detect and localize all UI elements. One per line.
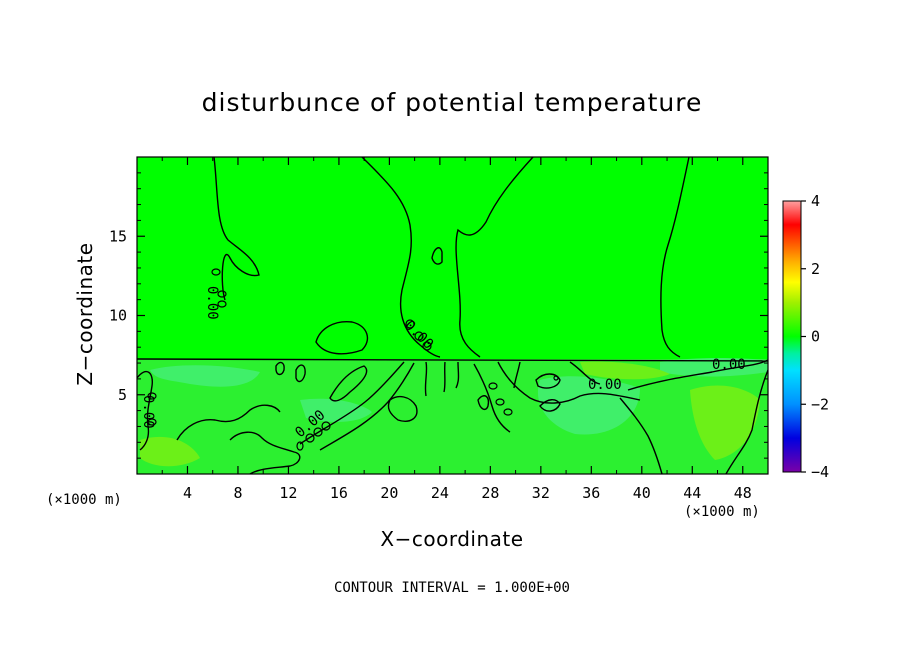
cool-patch [537,376,640,435]
contour-interval-note: CONTOUR INTERVAL = 1.000E+00 [334,580,570,596]
contour-loop [305,433,315,443]
warm-patch [140,436,200,467]
cool-patch [300,398,372,422]
x-axis-ticks: 4 8 12 16 20 24 28 32 36 40 44 48 [161,157,752,502]
contour-line [660,157,690,358]
contour-loop [321,421,331,431]
contour-line [137,358,768,362]
contour-loop [488,382,498,390]
contour-loop [313,427,323,437]
y-tick-label: 5 [118,386,127,404]
contour-loop [217,300,227,308]
contour-loop [495,398,505,406]
colorbar-tick-label: 4 [811,192,820,210]
x-tick-label: 44 [683,484,701,502]
contour-line [299,361,405,445]
y-tick-label: 10 [109,307,127,325]
contour-line [295,364,306,383]
x-tick-label: 36 [582,484,600,502]
x-tick-label: 24 [431,484,449,502]
x-axis-label: X−coordinate [380,527,523,551]
contour-line [627,359,768,391]
temperature-field [137,157,768,474]
contour-line [387,395,418,422]
contour-line [477,395,490,411]
contour-loop [405,319,415,329]
colorbar [782,200,802,473]
contour-line [725,369,768,474]
contour-line [619,397,663,474]
contour-loop [503,408,513,416]
contour-line [431,247,443,265]
warm-patch [580,361,670,380]
contour-line [497,361,641,404]
contour-line [213,157,260,301]
contour-loop [211,268,221,276]
contour-line [535,373,561,389]
x-tick-label: 16 [330,484,348,502]
contour-line [455,157,534,358]
contour-loop [217,290,227,298]
contour-line [513,361,521,389]
small-contour-loops [147,268,559,451]
contour-loop [553,375,559,381]
contour-line [455,361,460,389]
chart-title: disturbunce of potential temperature [202,88,703,117]
colorbar-tick-label: −4 [811,463,829,481]
contour-loop [422,341,432,351]
contour-loop [296,441,304,451]
contour-label: 0.00 [712,357,746,373]
y-axis-ticks: 5 10 15 [109,172,768,459]
contour-loop [414,331,424,341]
x-tick-label: 4 [183,484,192,502]
colorbar-ticks: −4 −2 0 2 4 [801,192,829,481]
cool-patch [660,358,768,377]
contour-line [443,361,446,393]
x-tick-label: 40 [633,484,651,502]
contour-line [176,404,281,441]
contour-line [569,361,601,385]
contour-lines [137,157,768,474]
warm-patch [690,385,760,460]
contour-line [229,431,301,474]
contour-loop [147,418,157,426]
contour-line [275,361,285,376]
contour-line [329,365,368,402]
contour-line [315,321,369,355]
x-tick-label: 32 [532,484,550,502]
x-tick-label: 20 [380,484,398,502]
x-tick-label: 28 [481,484,499,502]
x-tick-label: 48 [734,484,752,502]
colorbar-tick-label: −2 [811,395,829,413]
y-tick-label: 15 [109,227,127,245]
colorbar-tick-label: 2 [811,260,820,278]
contour-line [319,362,415,451]
y-axis-label: Z−coordinate [73,242,97,385]
x-unit-label-right: (×1000 m) [684,504,760,520]
contour-label: 0.00 [140,395,156,429]
colorbar-tick-label: 0 [811,328,820,346]
contour-line [473,363,511,433]
contour-label: 0.00 [588,377,622,393]
contour-line [424,361,428,397]
contour-loop [147,392,157,400]
cool-patch [150,365,260,387]
x-unit-label-left: (×1000 m) [46,492,122,508]
contour-line [539,399,561,412]
contour-label: 0.00 [204,286,220,320]
x-tick-label: 8 [233,484,242,502]
contour-line [137,370,153,451]
x-tick-label: 12 [279,484,297,502]
upper-region-fill [137,157,768,361]
